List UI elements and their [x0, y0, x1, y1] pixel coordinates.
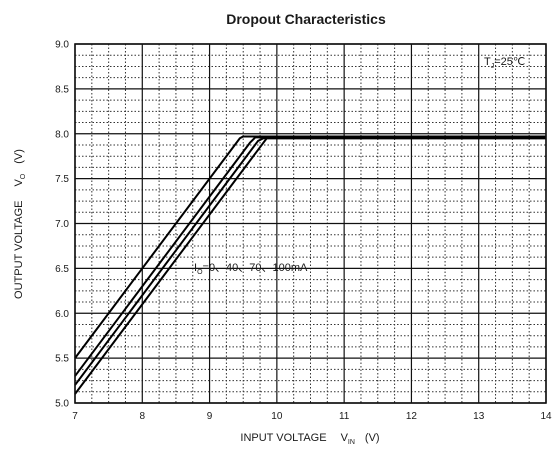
- current-prefix: I: [194, 262, 197, 274]
- temperature-prefix: T: [484, 56, 491, 68]
- x-tick-label: 10: [271, 411, 283, 422]
- current-suffix: =0、40、70、100mA: [203, 262, 309, 274]
- series-layer: [74, 135, 546, 395]
- y-tick-label: 7.5: [55, 174, 69, 185]
- chart-title: Dropout Characteristics: [226, 11, 386, 27]
- temperature-annotation: TJ=25℃: [484, 56, 525, 70]
- y-tick-label: 7.0: [55, 219, 69, 230]
- y-axis-label-symbol: V: [13, 179, 25, 187]
- plot-frame: [74, 43, 547, 404]
- current-annotation: IO=0、40、70、100mA: [194, 262, 308, 276]
- x-axis-label-subscript: IN: [348, 439, 355, 446]
- x-axis-label-unit: (V): [365, 432, 380, 444]
- y-axis-label: OUTPUT VOLTAGE VO (V): [13, 149, 27, 299]
- temperature-suffix: =25℃: [494, 56, 525, 68]
- y-tick-label: 5.5: [55, 354, 69, 365]
- y-axis-label-unit: (V): [13, 149, 25, 164]
- current-subscript: O: [197, 269, 203, 276]
- x-tick-label: 12: [406, 411, 418, 422]
- x-tick-label: 7: [72, 411, 78, 422]
- y-tick-label: 6.0: [55, 309, 69, 320]
- y-tick-label: 5.0: [55, 399, 69, 410]
- x-tick-label: 8: [140, 411, 146, 422]
- temperature-subscript: J: [491, 63, 495, 70]
- series-line-4: [74, 137, 546, 395]
- y-tick-label: 9.0: [55, 40, 69, 51]
- x-axis-label: INPUT VOLTAGE VIN (V): [240, 432, 379, 446]
- x-axis-label-symbol: V: [341, 432, 349, 444]
- y-axis-label-main: OUTPUT VOLTAGE: [13, 201, 25, 299]
- x-tick-label: 13: [473, 411, 485, 422]
- x-tick-label: 14: [540, 411, 552, 422]
- x-tick-label: 9: [207, 411, 213, 422]
- y-tick-label: 8.5: [55, 84, 69, 95]
- y-axis-label-subscript: O: [20, 173, 27, 179]
- y-tick-label: 6.5: [55, 264, 69, 275]
- y-tick-labels: 5.0 5.5 6.0 6.5 7.0 7.5 8.0 8.5 9.0: [55, 40, 69, 410]
- x-tick-labels: 7 8 9 10 11 12 13 14: [72, 411, 552, 422]
- x-axis-label-main: INPUT VOLTAGE: [240, 432, 326, 444]
- x-tick-label: 11: [339, 411, 350, 422]
- y-tick-label: 8.0: [55, 129, 69, 140]
